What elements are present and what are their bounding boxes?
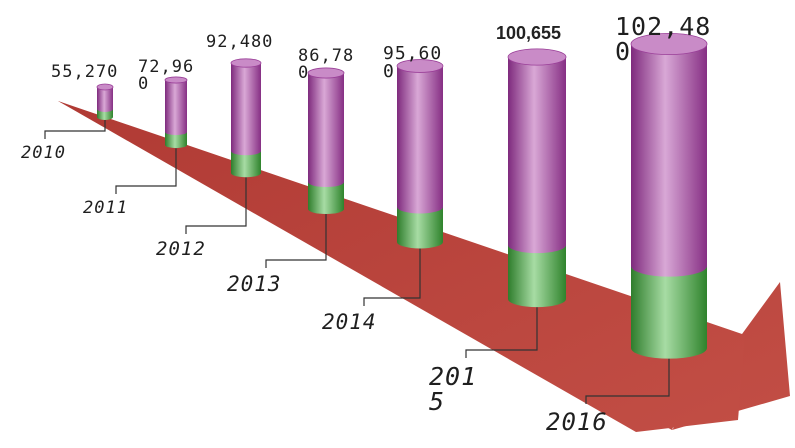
connector-line <box>465 307 538 358</box>
connector-line <box>363 248 421 306</box>
year-label-2013: 2013 <box>227 272 282 296</box>
cylinder-top-cap <box>396 59 444 73</box>
cylinder-base-segment <box>165 132 187 149</box>
cylinder-top-cap <box>307 67 345 79</box>
value-label-2010: 55,270 <box>51 62 119 82</box>
year-label-2016: 2016 <box>546 408 608 436</box>
trend-arrow-body <box>58 101 745 432</box>
value-label-2012: 92,480 <box>206 32 274 52</box>
year-label-2012: 2012 <box>156 238 206 260</box>
cylinder-top-cap <box>96 83 114 91</box>
cylinder-2013 <box>307 67 345 215</box>
value-label-2016: 102,48 0 <box>615 12 712 66</box>
connector-line <box>265 214 327 268</box>
connector-line <box>585 358 670 404</box>
cylinder-2014 <box>396 59 444 249</box>
value-label-2013: 86,78 0 <box>298 46 355 83</box>
cylinder-base-segment <box>397 207 443 249</box>
value-label-2014: 95,60 0 <box>383 43 443 82</box>
cylinder-top-cap <box>230 58 262 68</box>
year-label-2011: 2011 <box>83 198 128 218</box>
cylinder-base-segment <box>231 151 261 178</box>
cylinder-2011 <box>164 76 188 149</box>
cylinder-base-segment <box>508 245 566 308</box>
cylinder-2015 <box>507 48 567 308</box>
cylinder-top-cap <box>507 48 567 66</box>
cylinder-body <box>631 44 707 277</box>
value-label-2015: 100,655 <box>496 23 562 43</box>
year-label-2010: 2010 <box>21 143 66 163</box>
cylinder-body <box>165 80 187 136</box>
cylinder-body <box>508 57 566 254</box>
cylinder-2012 <box>230 58 262 178</box>
cylinder-base-segment <box>631 266 707 359</box>
cylinder-body <box>397 66 443 214</box>
connector-line <box>44 120 106 139</box>
cylinder-2016 <box>630 32 708 359</box>
cylinder-2010 <box>96 83 114 120</box>
connector-line <box>115 148 177 194</box>
value-label-2011: 72,96 0 <box>138 57 195 94</box>
cylinder-base-segment <box>308 182 344 215</box>
year-label-2014: 2014 <box>322 310 377 334</box>
cylinder-body <box>97 87 113 112</box>
year-label-2015: 201 5 <box>429 362 478 416</box>
cylinder-body <box>308 73 344 188</box>
cylinder-top-cap <box>630 32 708 56</box>
connector-line <box>185 177 247 234</box>
cylinder-base-segment <box>97 109 113 120</box>
cylinder-body <box>231 63 261 156</box>
cylinder-top-cap <box>164 76 188 84</box>
